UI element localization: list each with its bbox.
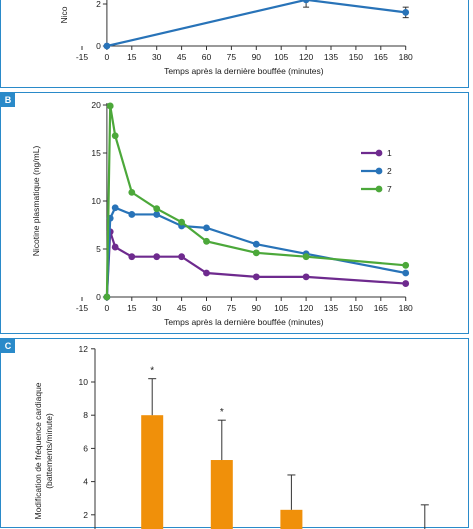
x-tick-label: 0 [105,303,110,313]
x-tick-label: 120 [299,303,313,313]
data-point [111,204,119,212]
bar [141,415,164,529]
data-point [302,273,310,281]
series-line [105,231,406,298]
x-tick-label: 120 [299,52,313,62]
x-tick-label: 0 [105,52,110,62]
data-point [402,280,410,287]
x-tick-label: 30 [152,303,162,313]
panel-c: C 2 4 6 8 10 12 Modification de fréquence card… [0,338,469,529]
x-tick-label: 135 [324,303,338,313]
x-tick-label: 135 [324,52,338,62]
data-point [402,261,410,269]
x-tick-label: 90 [252,52,262,62]
legend-label: 2 [387,166,392,176]
x-tick-label: 75 [227,52,237,62]
panel-b-label: B [1,93,15,107]
data-point [153,211,161,218]
x-tick-label: 105 [274,303,288,313]
data-point [111,243,119,251]
data-point [128,211,136,218]
x-tick-label: 75 [227,303,237,313]
bar [280,509,303,529]
y-axis-title: Nico [59,6,69,23]
significance-star: * [150,366,154,377]
x-tick-label: -15 [76,303,89,313]
data-point [103,42,111,50]
y-axis-title: Nicotine plasmatique (ng/mL) [31,146,41,257]
data-point [128,188,136,196]
data-point [252,240,260,248]
chart-c: 2 4 6 8 10 12 Modification de fréquence cardia… [33,344,429,529]
panel-b: B -15 0 15 30 45 60 75 90 105 120 135 150 165 180 0 5 10… [0,92,469,334]
series-line [106,0,406,48]
y-tick-label: 5 [96,244,101,254]
data-point [402,9,410,16]
x-tick-label: 150 [349,52,363,62]
legend-label: 7 [387,184,392,194]
x-tick-label: 165 [374,303,388,313]
x-tick-label: 60 [202,303,212,313]
data-point [252,249,260,257]
y-tick-label: 12 [79,344,89,354]
series-line [105,105,406,298]
data-point [106,102,114,110]
x-tick-label: 60 [202,52,212,62]
y-tick-label: 15 [91,148,101,158]
data-point [402,269,410,277]
x-tick-label: 90 [252,303,262,313]
panel-a: -15 0 15 30 45 60 75 90 105 120 135 150 165 180 0 2 Temp… [0,0,469,88]
data-point [203,237,210,245]
x-tick-label: 15 [127,52,137,62]
data-point [302,253,310,261]
legend-swatch-dot [375,185,383,193]
x-tick-label: 15 [127,303,137,313]
y-tick-label: 10 [79,377,89,387]
data-point [153,205,161,213]
x-tick-label: 165 [374,52,388,62]
legend-swatch-dot [375,167,383,175]
y-tick-label: 0 [96,292,101,302]
data-point [252,273,260,281]
y-tick-label: 2 [96,0,101,9]
y-tick-label: 2 [83,510,88,520]
data-point [153,253,161,261]
x-tick-label: 45 [177,303,187,313]
chart-a: -15 0 15 30 45 60 75 90 105 120 135 150 165 180 0 2 Temp… [59,0,413,76]
bar [210,460,233,529]
x-tick-label: 180 [399,303,413,313]
y-tick-label: 0 [96,41,101,51]
x-tick-label: 105 [274,52,288,62]
y-axis-title-line: Modification de fréquence cardiaque [33,382,43,519]
x-axis-title: Temps après la dernière bouffée (minutes… [164,317,324,327]
y-tick-label: 10 [91,196,101,206]
y-tick-label: 20 [91,100,101,110]
y-tick-label: 4 [83,477,88,487]
x-tick-label: 150 [349,303,363,313]
y-tick-label: 8 [83,410,88,420]
data-point [178,218,186,226]
legend-swatch-dot [375,149,383,157]
legend-label: 1 [387,148,392,158]
x-axis-title: Temps après la dernière bouffée (minutes… [164,66,324,76]
data-point [111,132,119,140]
x-tick-label: 180 [399,52,413,62]
y-axis-title-line: (battements/minute) [44,413,54,489]
panel-c-label: C [1,339,15,353]
chart-b: -15 0 15 30 45 60 75 90 105 120 135 150 165 180051015… [31,100,413,327]
x-tick-label: 45 [177,52,187,62]
y-tick-label: 6 [83,443,88,453]
x-tick-label: 30 [152,52,162,62]
significance-star: * [220,407,224,418]
series-line [105,206,406,298]
data-point [103,293,111,301]
x-tick-label: -15 [76,52,89,62]
data-point [203,269,210,277]
data-point [178,253,186,261]
data-point [203,224,210,232]
data-point [302,0,310,4]
data-point [128,253,136,261]
